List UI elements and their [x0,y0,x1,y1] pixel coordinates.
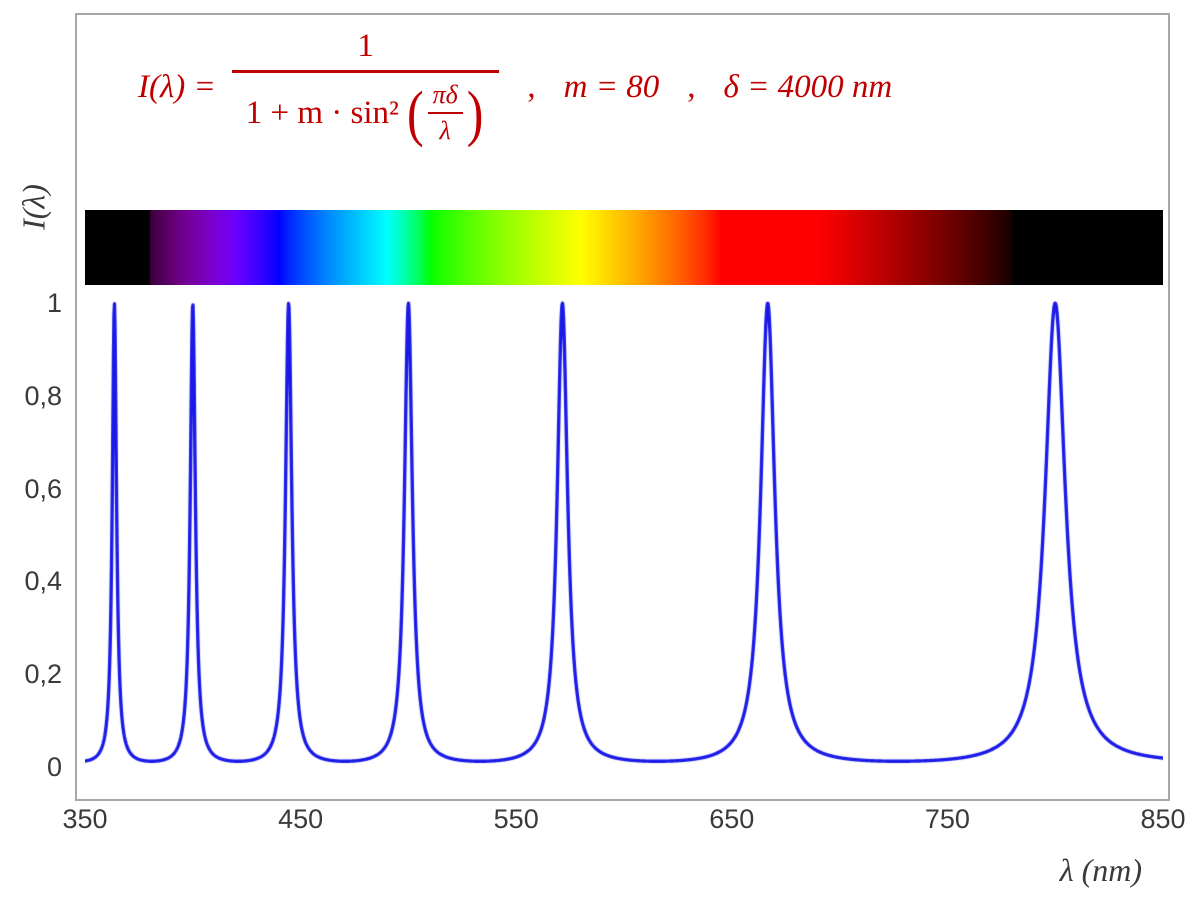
x-axis-label: λ (nm) [1059,852,1142,888]
inner-fraction-denominator: λ [439,116,451,145]
x-tick-label: 650 [709,804,755,834]
x-axis-ticks: 350 450 550 650 750 850 [62,804,1185,838]
open-paren: ( [406,77,424,148]
x-tick-label: 550 [493,804,539,834]
x-tick-label: 350 [62,804,108,834]
x-tick-label: 850 [1140,804,1186,834]
formula-param-m: m = 80 [563,68,660,105]
y-tick-label: 0,2 [24,659,62,690]
x-tick-label: 450 [278,804,324,834]
formula-numerator: 1 [357,28,374,64]
x-tick-label: 750 [924,804,970,834]
y-tick-label: 1 [46,288,62,318]
inner-fraction: πδ λ [427,82,463,145]
formula-den-prefix: 1 + m · sin² [245,94,399,131]
spectrum-bar-canvas [85,210,1163,285]
formula: I(λ) = 1 1 + m · sin² ( πδ λ ) , m = 80 … [138,30,892,144]
formula-fraction: 1 1 + m · sin² ( πδ λ ) [231,28,500,148]
y-tick-label: 0,4 [24,566,62,597]
formula-param-delta: δ = 4000 nm [723,68,893,105]
inner-fraction-numerator: πδ [427,82,463,114]
y-axis-label: I(λ) [15,184,52,230]
close-paren: ) [466,77,484,148]
y-axis-ticks: 0 0,2 0,4 0,6 0,8 1 [0,288,66,782]
intensity-curve-canvas [85,295,1163,775]
formula-comma-2: , [687,68,696,105]
formula-comma-1: , [527,68,536,105]
y-tick-label: 0,8 [24,380,62,411]
y-tick-label: 0 [46,752,62,782]
y-tick-label: 0,6 [24,473,62,504]
formula-lhs: I(λ) = [138,68,216,105]
formula-denominator: 1 + m · sin² ( πδ λ ) [231,70,500,148]
